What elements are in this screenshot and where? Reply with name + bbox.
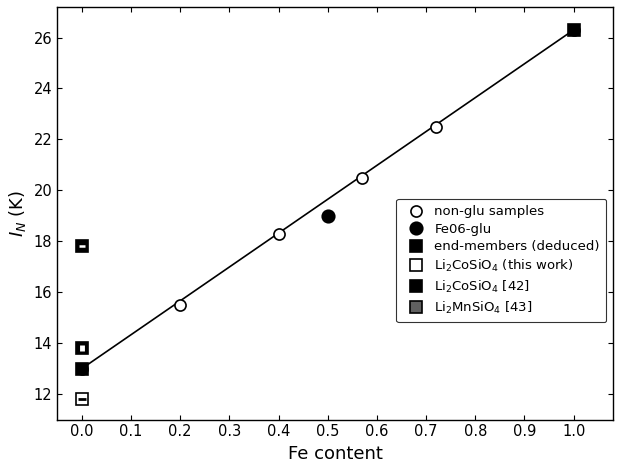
X-axis label: Fe content: Fe content [288,445,383,463]
Legend: non-glu samples, Fe06-glu, end-members (deduced), Li$_2$CoSiO$_4$ (this work), L: non-glu samples, Fe06-glu, end-members (… [396,199,606,322]
Y-axis label: $I_N$ (K): $I_N$ (K) [7,190,28,237]
